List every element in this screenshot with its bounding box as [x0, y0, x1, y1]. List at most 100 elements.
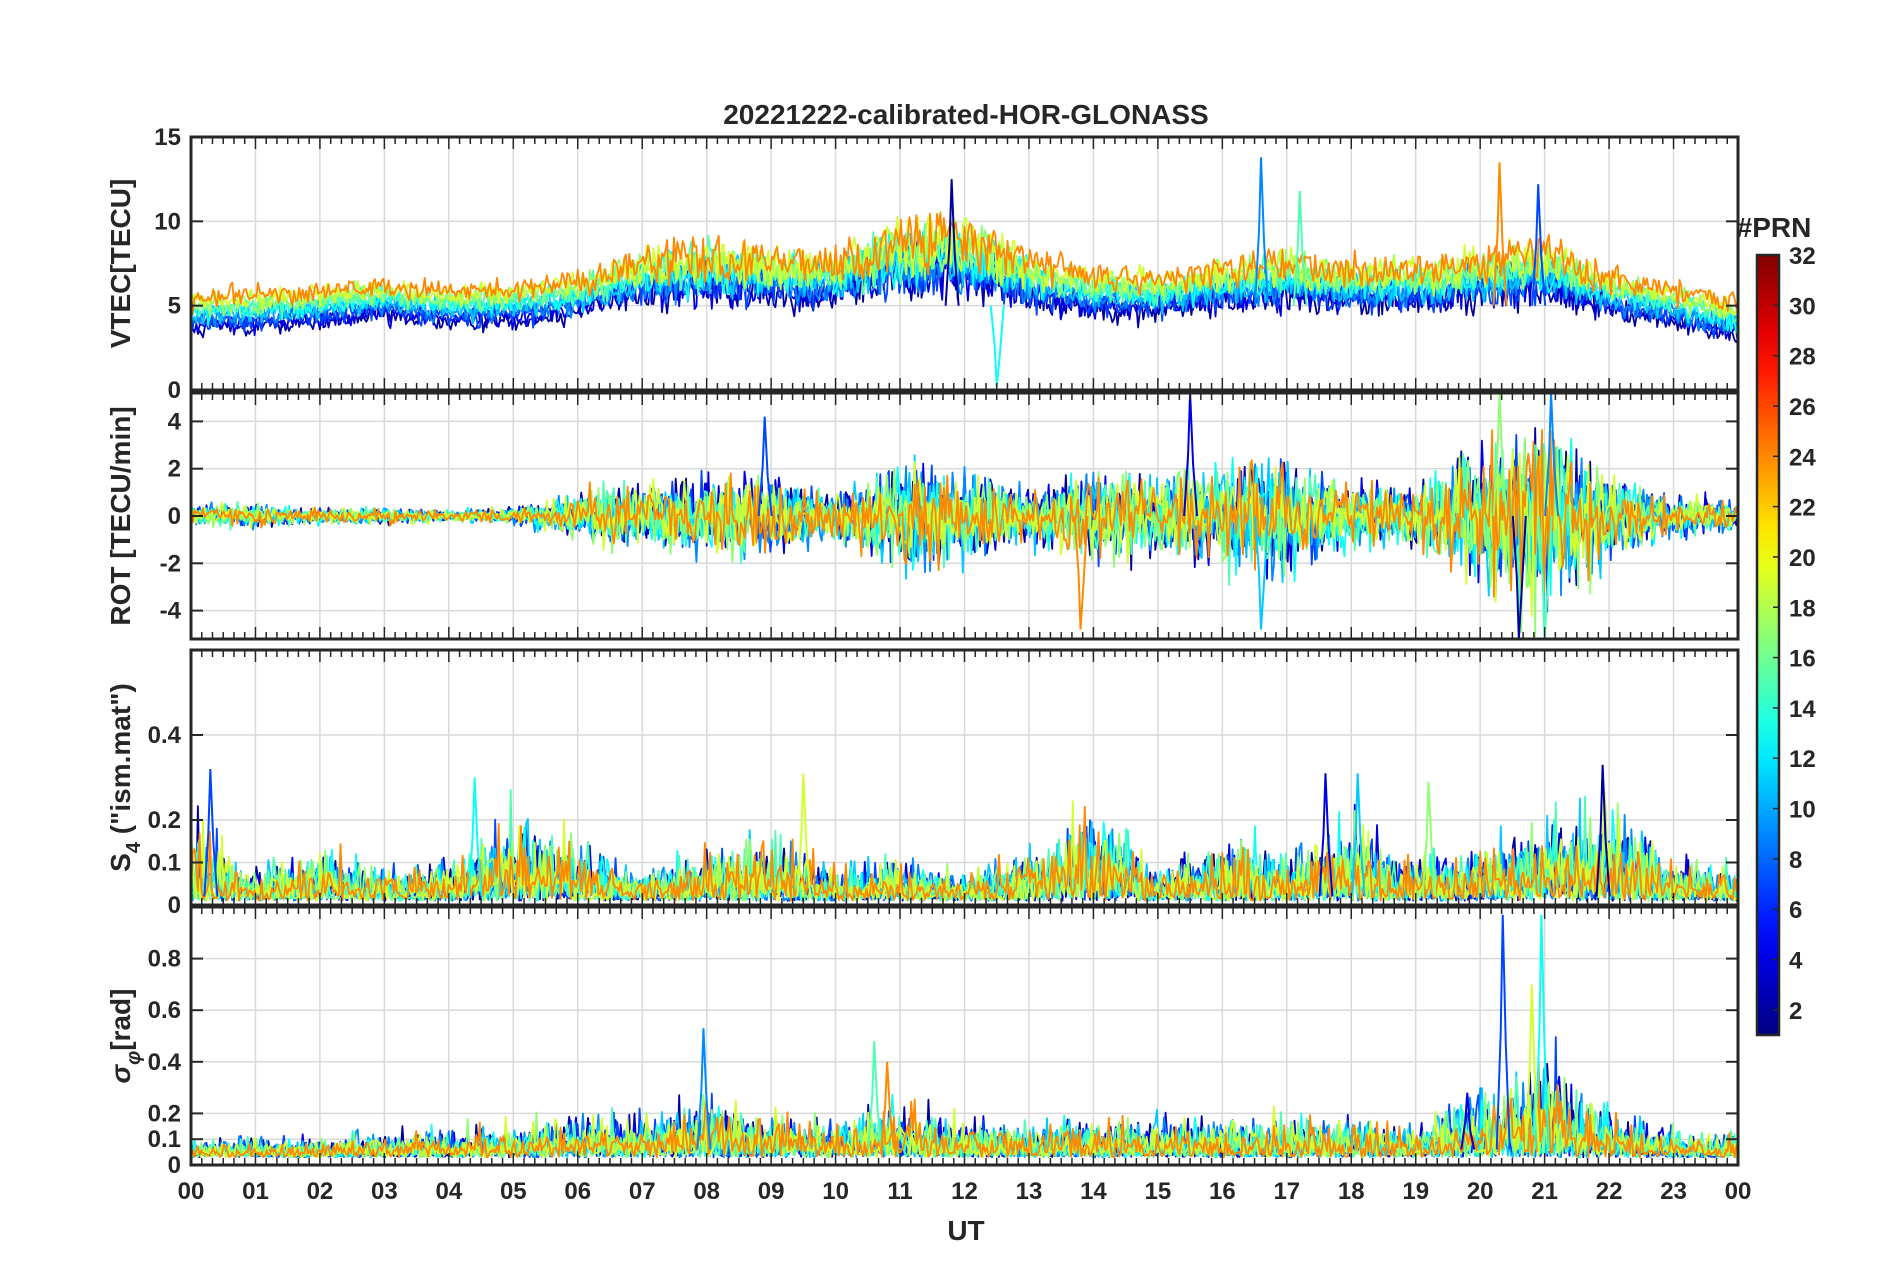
y-tick-label: 0.6: [148, 997, 181, 1024]
y-axis-label-s4: S4 ("ism.mat"): [105, 683, 145, 872]
colorbar-title: #PRN: [1737, 212, 1812, 243]
y-axis-label-rest: ("ism.mat"): [105, 683, 136, 842]
x-tick-label: 09: [758, 1178, 785, 1205]
y-axis-label-subscript: 4: [123, 841, 145, 853]
spike-mark: [1254, 157, 1270, 306]
y-tick-label: -2: [160, 550, 181, 577]
colorbar-tick-label: 24: [1789, 444, 1816, 471]
x-tick-label: 03: [371, 1178, 398, 1205]
spike-mark: [1534, 914, 1550, 1150]
x-tick-label: 12: [951, 1178, 978, 1205]
spike-mark: [796, 773, 812, 897]
x-tick-label: 21: [1531, 1178, 1558, 1205]
spike-mark: [1350, 773, 1366, 897]
spike-mark: [757, 416, 773, 517]
panel-s4-minor-ticks: [190, 650, 1739, 906]
colorbar-tick-label: 30: [1789, 293, 1816, 320]
y-tick-label: 0: [168, 377, 181, 404]
spike-mark: [1492, 393, 1508, 517]
x-axis-label: UT: [947, 1215, 984, 1246]
spike-mark: [1524, 984, 1540, 1150]
y-tick-label: 0.2: [148, 1100, 181, 1127]
panel-s4: 00.10.20.4S4 ("ism.mat"): [105, 648, 1740, 919]
panel-sigma: 00.10.2 0.4 0.6 0.8σφ[rad]: [105, 905, 1740, 1179]
spike-mark: [1254, 515, 1270, 630]
y-tick-label: 0.8: [148, 946, 181, 973]
colorbar-tick-label: 22: [1789, 495, 1816, 522]
spike-mark: [1421, 781, 1437, 897]
y-axis-label-rot: ROT [TECU/min]: [105, 406, 136, 625]
spike-mark: [1537, 515, 1553, 639]
x-tick-label: 06: [564, 1178, 591, 1205]
colorbar-tick-label: 18: [1789, 595, 1816, 622]
y-tick-label: 0: [168, 503, 181, 530]
x-tick-label: 20: [1467, 1178, 1494, 1205]
x-tick-label: 18: [1338, 1178, 1365, 1205]
spike-mark: [867, 1041, 883, 1150]
colorbar-tick-label: 6: [1789, 897, 1802, 924]
spike-mark: [1511, 515, 1527, 639]
spike-mark: [1544, 393, 1560, 517]
colorbar-tick-label: 10: [1789, 797, 1816, 824]
y-tick-label: 4: [168, 408, 182, 435]
spike-mark: [1531, 184, 1547, 306]
colorbar-tick-label: 12: [1789, 746, 1816, 773]
y-axis-label-sigma: σφ[rad]: [105, 989, 145, 1084]
panel-vtec-minor-ticks: [190, 136, 1739, 391]
x-tick-label: 22: [1596, 1178, 1623, 1205]
colorbar-tick-label: 16: [1789, 646, 1816, 673]
colorbar-tick-label: 4: [1789, 948, 1803, 975]
spike-mark: [467, 777, 483, 897]
y-tick-label: 0.2: [148, 807, 181, 834]
y-axis-label-main: σ: [105, 1063, 136, 1083]
x-tick-label: 17: [1273, 1178, 1300, 1205]
spike-mark: [203, 768, 219, 897]
x-tick-label: 07: [629, 1178, 656, 1205]
y-tick-label: 0.4: [148, 1049, 182, 1076]
chart-title: 20221222-calibrated-HOR-GLONASS: [723, 99, 1209, 130]
colorbar-tick-label: 28: [1789, 344, 1816, 371]
colorbar-gradient: [1755, 253, 1781, 1037]
x-tick-label: 10: [822, 1178, 849, 1205]
panel-rot-series: [191, 393, 1738, 639]
panel-vtec: 0 5 10 15 VTEC[TECU]: [105, 124, 1740, 404]
spike-mark: [1318, 773, 1334, 897]
x-tick-label: 08: [693, 1178, 720, 1205]
colorbar-tick-label: 32: [1789, 243, 1816, 270]
colorbar-tick-label: 2: [1789, 998, 1802, 1025]
spike-mark: [1183, 393, 1199, 517]
panel-rot: -4 -2 0 2 4 ROT [TECU/min]: [105, 391, 1740, 641]
spike-mark: [1595, 764, 1611, 897]
x-tick-label: 19: [1402, 1178, 1429, 1205]
y-tick-label: 0.1: [148, 1126, 181, 1153]
series-line-prn-19: [191, 210, 1738, 320]
spike-mark: [1292, 190, 1308, 306]
y-axis-label-subscript: φ: [123, 1051, 145, 1065]
series-line-prn-24: [191, 429, 1738, 598]
series-line-prn-24: [191, 212, 1738, 315]
y-tick-label: 0.4: [148, 722, 182, 749]
colorbar-tick-label: 26: [1789, 394, 1816, 421]
y-tick-label: 5: [168, 293, 181, 320]
y-tick-label: 0: [168, 1152, 181, 1179]
y-tick-label: 2: [168, 456, 181, 483]
x-tick-label: 00: [1725, 1178, 1752, 1205]
x-tick-label: 14: [1080, 1178, 1107, 1205]
spike-mark: [944, 179, 960, 306]
y-tick-label: 15: [154, 124, 181, 151]
x-tick-label: 05: [500, 1178, 527, 1205]
x-tick-label: 02: [307, 1178, 334, 1205]
y-tick-label: -4: [160, 598, 182, 625]
series-line-prn-24: [191, 1061, 1738, 1159]
colorbar-tick-label: 14: [1789, 696, 1816, 723]
panel-sigma-minor-ticks: [190, 907, 1739, 1166]
spike-mark: [880, 1061, 896, 1150]
spike-mark: [1492, 162, 1508, 306]
x-tick-label: 16: [1209, 1178, 1236, 1205]
spike-mark: [1460, 1092, 1476, 1150]
x-tick-label: 00: [178, 1178, 205, 1205]
